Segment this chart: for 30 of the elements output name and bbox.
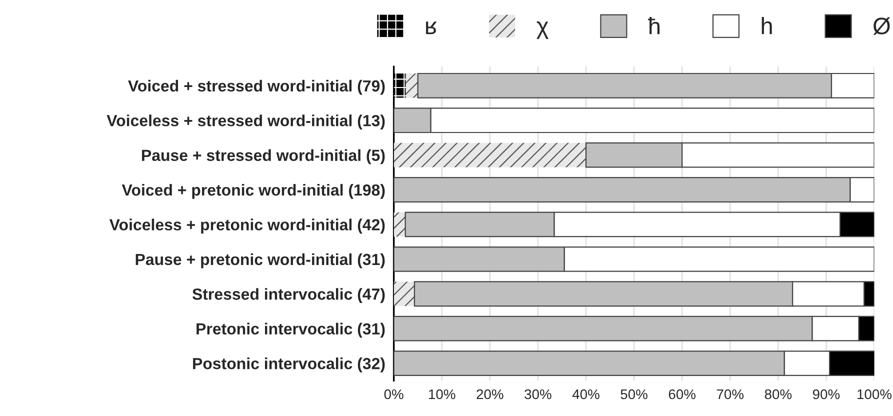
y-tick-label: Pause + pretonic word-initial (31) <box>136 253 385 268</box>
bar <box>394 282 414 306</box>
x-tick-label: 20% <box>476 389 504 400</box>
bar <box>406 74 418 98</box>
x-tick-label: 10% <box>429 389 456 400</box>
legend-label: Ø <box>873 17 890 35</box>
x-tick-label: 50% <box>620 389 648 400</box>
x-tick-label: 80% <box>764 389 792 400</box>
y-tick-label: Postonic intervocalic (32) <box>193 358 385 372</box>
legend-label: h <box>762 17 772 34</box>
bar <box>394 74 406 98</box>
x-tick-label: 60% <box>668 389 696 400</box>
y-tick-label: Voiced + pretonic word-initial (198) <box>122 184 385 199</box>
x-tick-label: 30% <box>524 389 552 400</box>
y-tick-label: Voiceless + pretonic word-initial (42) <box>109 218 385 234</box>
x-tick-label: 0% <box>384 389 404 400</box>
legend-label: ʁ <box>426 22 437 34</box>
y-tick-label: Voiceless + stressed word-initial (13) <box>106 114 385 130</box>
y-tick-label: Voiced + stressed word-initial (79) <box>128 80 385 95</box>
x-tick-label: 90% <box>812 389 840 400</box>
legend-label: χ <box>536 21 548 40</box>
y-tick-label: Stressed intervocalic (47) <box>192 288 385 303</box>
bar <box>394 142 586 168</box>
x-tick-label: 100% <box>858 389 892 400</box>
legend-label: ħ <box>648 17 660 34</box>
x-tick-label: 70% <box>716 389 744 400</box>
bar <box>394 212 406 237</box>
y-tick-label: Pretonic intervocalic (31) <box>196 322 385 338</box>
x-tick-label: 40% <box>572 389 600 400</box>
y-tick-label: Pause + stressed word-initial (5) <box>142 149 385 164</box>
